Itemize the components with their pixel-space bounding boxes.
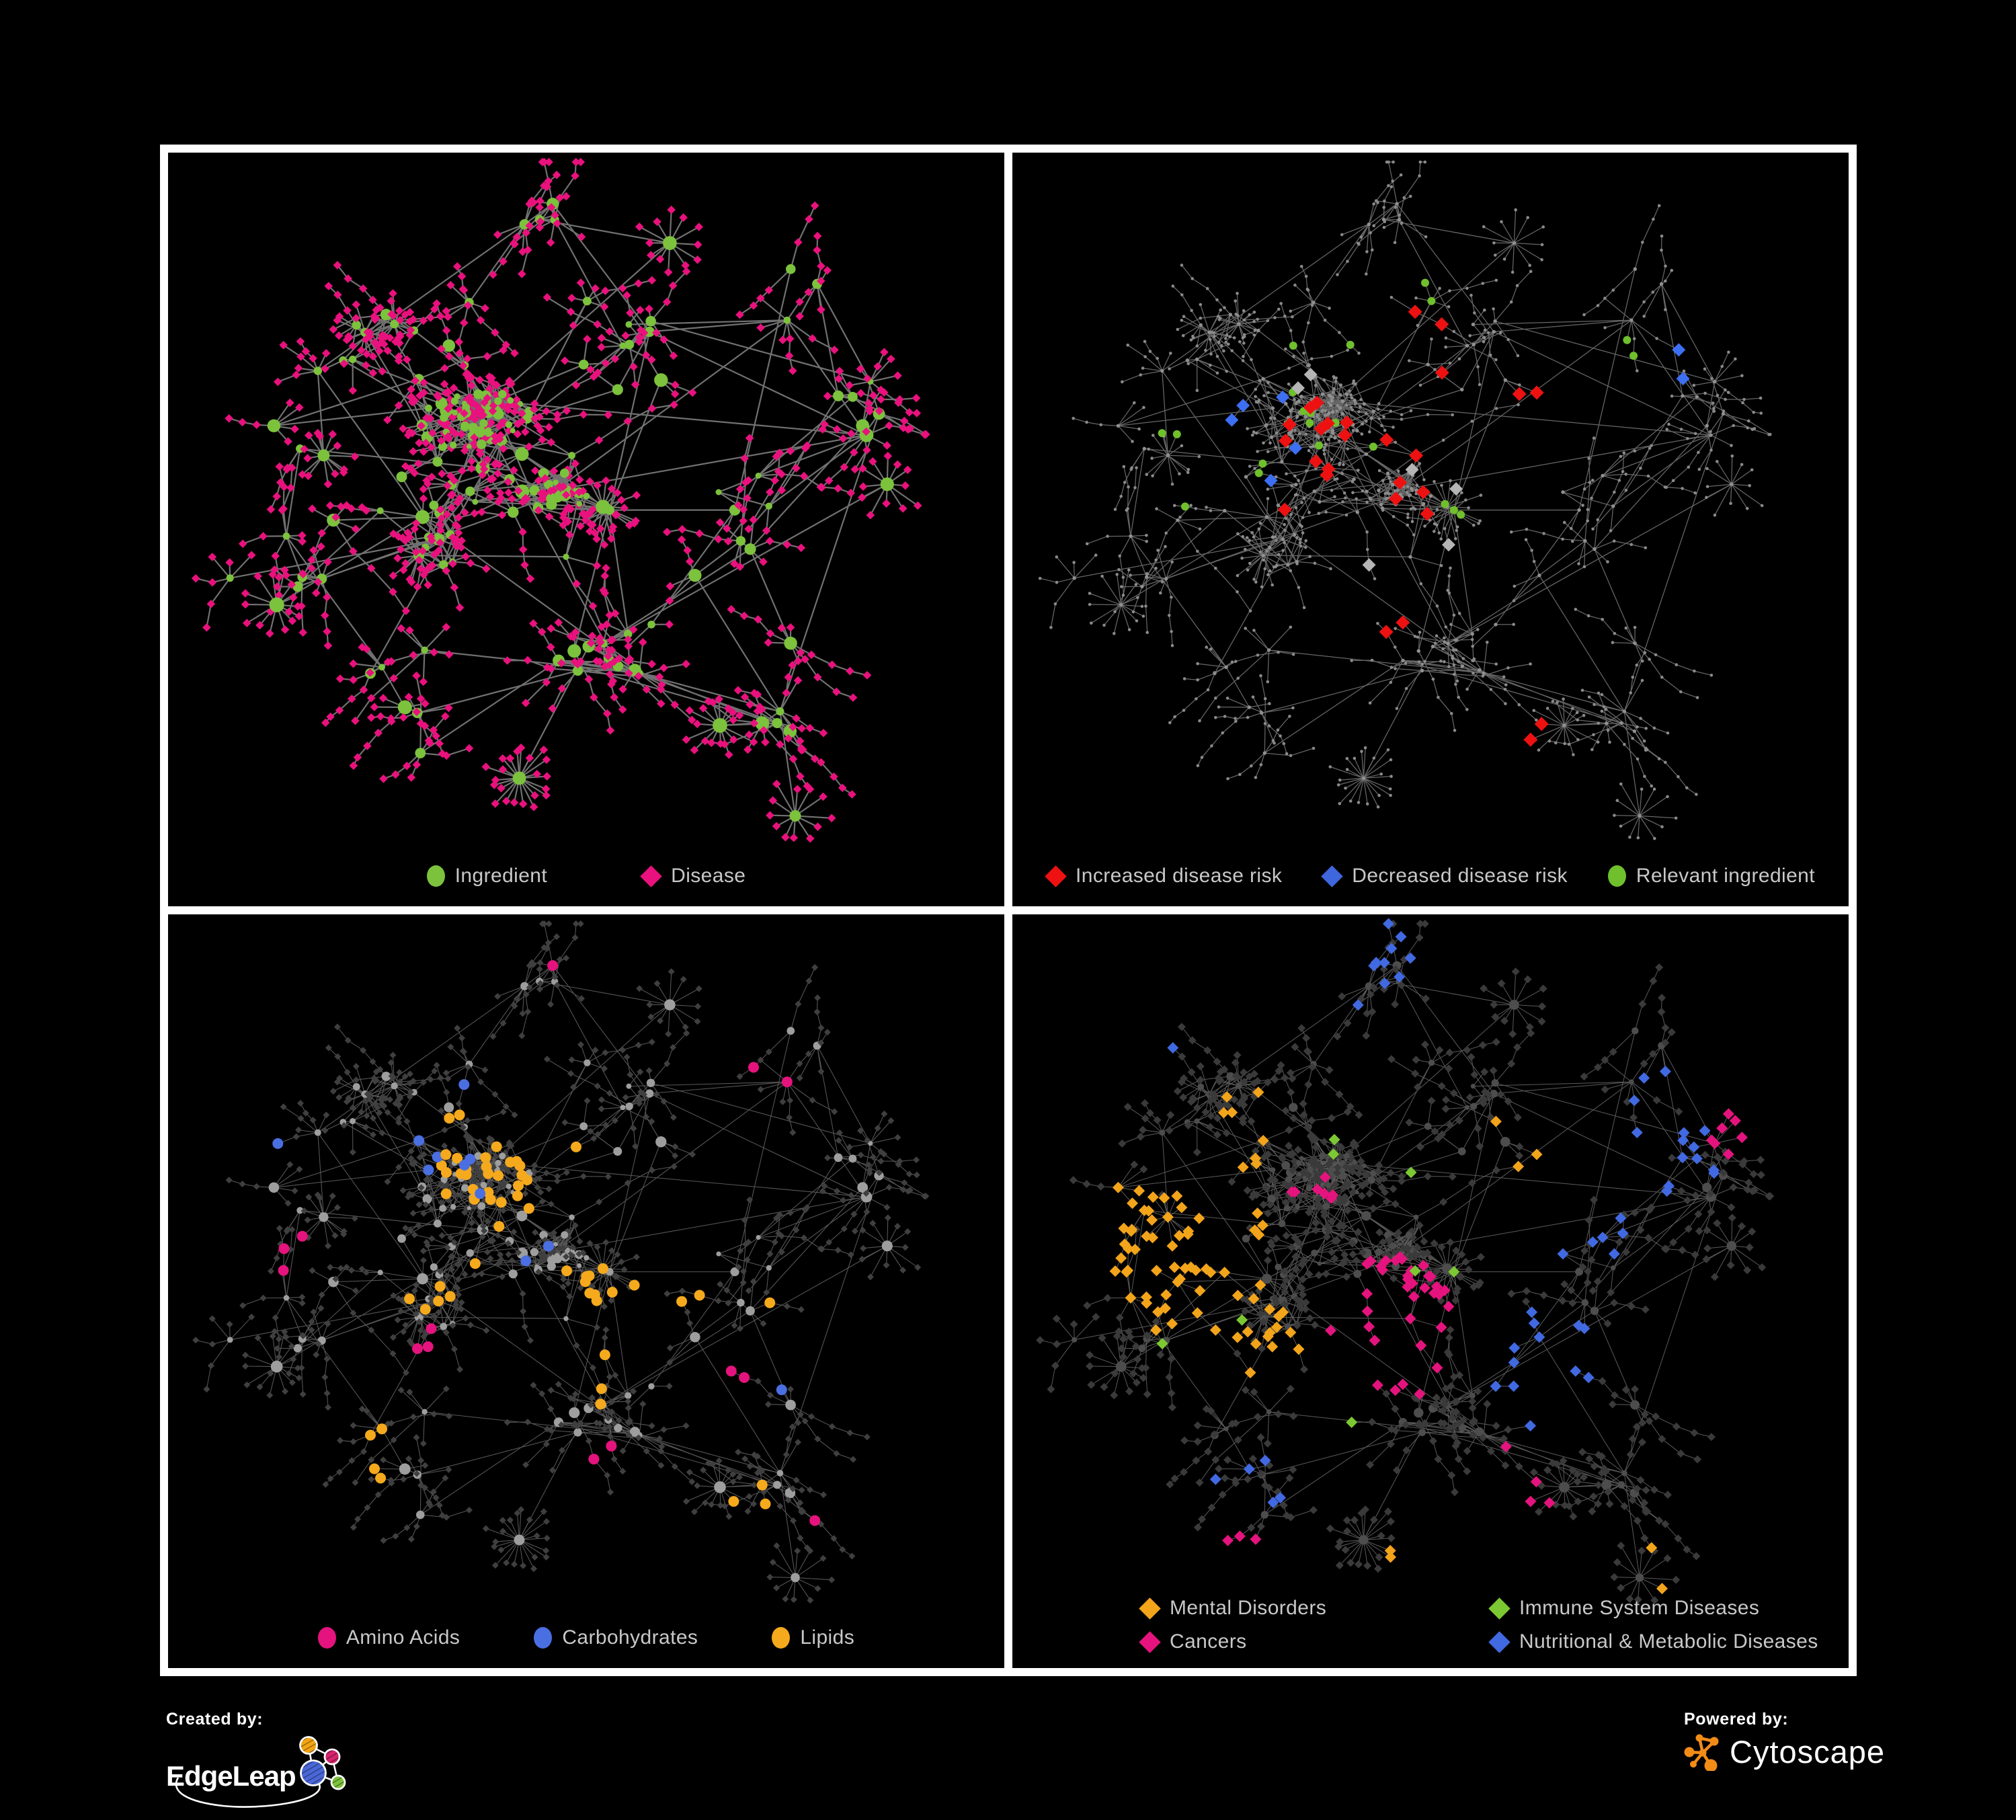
panel-disease-classes: Mental Disorders Immune System Diseases Ca… <box>1012 914 1849 1668</box>
circle-swatch-icon <box>534 1627 553 1649</box>
diamond-swatch-icon <box>1045 865 1067 887</box>
legend-label: Nutritional & Metabolic Diseases <box>1519 1630 1818 1653</box>
legend-label: Carbohydrates <box>562 1626 698 1649</box>
legend-item-amino-acids: Amino Acids <box>317 1626 460 1649</box>
powered-by-label: Powered by: <box>1684 1710 1789 1729</box>
legend-label: Increased disease risk <box>1076 865 1283 887</box>
edgeleap-logo-nodes <box>299 1736 346 1790</box>
legend-item-decreased-disease-risk: Decreased disease risk <box>1321 865 1568 887</box>
diamond-swatch-icon <box>1321 865 1344 887</box>
circle-swatch-icon <box>1607 865 1626 887</box>
panel-grid: Ingredient Disease Increased disease risk… <box>160 145 1857 1676</box>
edgeleap-logo: EdgeLeap <box>166 1736 346 1808</box>
legend-label: Ingredient <box>454 865 548 887</box>
legend-nutrient-classes: Amino Acids Carbohydrates Lipids <box>168 1626 1004 1649</box>
panel-ingredient-disease: Ingredient Disease <box>168 153 1004 906</box>
network-graph-nutrient-classes <box>192 920 930 1604</box>
panel-nutrient-classes: Amino Acids Carbohydrates Lipids <box>168 914 1004 1668</box>
legend-disease-classes: Mental Disorders Immune System Diseases Ca… <box>1139 1597 1818 1653</box>
created-by-block: Created by: EdgeLeap <box>166 1710 368 1815</box>
legend-label: Mental Disorders <box>1170 1597 1327 1619</box>
cytoscape-logo-icon <box>1684 1734 1719 1771</box>
circle-swatch-icon <box>426 865 445 887</box>
powered-by-block: Powered by: Cytoscape <box>1684 1710 1885 1771</box>
legend-item-nutritional-metabolic-diseases: Nutritional & Metabolic Diseases <box>1488 1630 1818 1653</box>
diamond-swatch-icon <box>1488 1597 1510 1620</box>
legend-item-carbohydrates: Carbohydrates <box>534 1626 698 1649</box>
legend-ingredient-disease: Ingredient Disease <box>168 865 1004 887</box>
circle-swatch-icon <box>772 1627 791 1649</box>
legend-disease-risk: Increased disease risk Decreased disease … <box>1012 865 1849 887</box>
legend-item-cancers: Cancers <box>1139 1630 1490 1653</box>
cytoscape-wordmark: Cytoscape <box>1730 1733 1886 1770</box>
legend-item-mental-disorders: Mental Disorders <box>1139 1597 1490 1620</box>
legend-item-disease: Disease <box>640 865 746 887</box>
legend-label: Disease <box>671 865 746 887</box>
legend-item-relevant-ingredient: Relevant ingredient <box>1607 865 1815 887</box>
edgeleap-wordmark: EdgeLeap <box>166 1760 296 1792</box>
panel-disease-risk: Increased disease risk Decreased disease … <box>1012 153 1849 906</box>
diamond-swatch-icon <box>1139 1597 1161 1620</box>
legend-label: Relevant ingredient <box>1636 865 1815 887</box>
legend-item-ingredient: Ingredient <box>426 865 548 887</box>
diamond-swatch-icon <box>1488 1630 1510 1653</box>
legend-item-increased-disease-risk: Increased disease risk <box>1045 865 1283 887</box>
legend-label: Cancers <box>1170 1630 1247 1653</box>
diamond-swatch-icon <box>640 865 662 887</box>
legend-label: Lipids <box>800 1626 855 1649</box>
network-graph-ingredient-disease <box>191 157 930 843</box>
legend-label: Decreased disease risk <box>1352 865 1568 887</box>
created-by-label: Created by: <box>166 1710 264 1729</box>
legend-item-lipids: Lipids <box>772 1626 854 1649</box>
legend-label: Immune System Diseases <box>1519 1597 1760 1619</box>
legend-item-immune-system-diseases: Immune System Diseases <box>1488 1597 1818 1620</box>
diamond-swatch-icon <box>1139 1630 1161 1653</box>
circle-swatch-icon <box>317 1627 336 1649</box>
network-graph-disease-risk <box>1038 160 1772 840</box>
network-graph-disease-classes <box>1036 918 1775 1605</box>
legend-label: Amino Acids <box>346 1626 460 1649</box>
